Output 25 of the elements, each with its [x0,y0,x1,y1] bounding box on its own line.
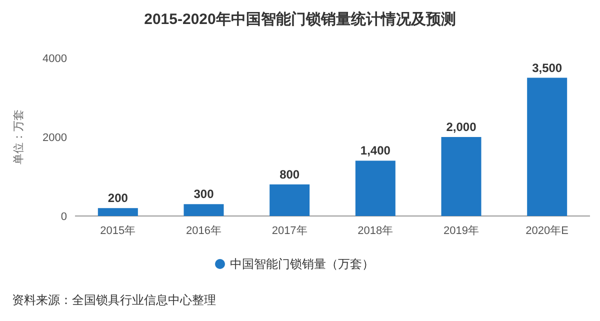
text: 资料来源：全国锁具行业信息中心整理 [12,293,216,307]
bar [355,160,396,216]
bar [441,137,482,216]
x-tick-label: 2020年E [526,225,568,237]
chart-title: 2015-2020年中国智能门锁销量统计情况及预测 [144,10,456,28]
data-label: 3,500 [532,60,562,75]
y-tick-label: 0 [60,211,67,223]
data-label: 800 [280,167,300,182]
data-label: 2,000 [446,120,477,134]
x-tick-label: 2019年 [444,225,479,237]
bar [98,208,138,216]
legend-label: 中国智能门锁销量（万套） [230,257,374,271]
data-label: 200 [108,191,128,206]
bar [527,78,568,216]
y-tick-label: 4000 [42,53,67,65]
data-label: 300 [194,187,214,202]
data-label: 1,400 [360,144,391,158]
bar [270,184,310,216]
x-tick-label: 2017年 [272,225,308,237]
x-tick-label: 2016年 [186,225,222,237]
y-axis-title: 单位：万套 [12,110,25,164]
x-tick-label: 2015年 [100,225,136,237]
x-tick-label: 2018年 [358,225,394,237]
bar [184,204,224,216]
y-tick-label: 2000 [42,132,67,144]
